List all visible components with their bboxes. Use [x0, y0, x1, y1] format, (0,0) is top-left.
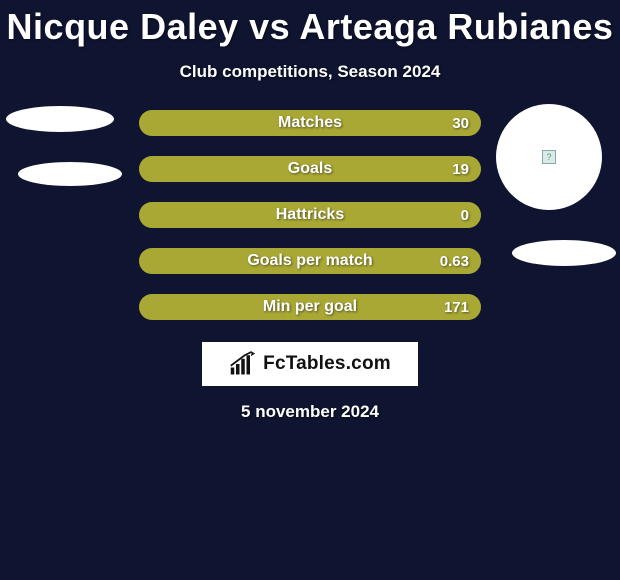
brand-badge: FcTables.com — [202, 342, 418, 386]
stat-bar: Goals per match0.63 — [139, 248, 481, 274]
stat-bar: Min per goal171 — [139, 294, 481, 320]
comparison-card: Nicque Daley vs Arteaga Rubianes Club co… — [0, 0, 620, 422]
stat-bar: Matches30 — [139, 110, 481, 136]
stat-bar-value: 171 — [444, 294, 469, 320]
stat-bar-value: 0 — [461, 202, 469, 228]
stat-bar: Hattricks0 — [139, 202, 481, 228]
stat-bar-label: Min per goal — [139, 294, 481, 320]
silhouette-ellipse — [18, 162, 122, 186]
subtitle: Club competitions, Season 2024 — [180, 62, 441, 82]
stat-bar-value: 0.63 — [440, 248, 469, 274]
stat-bar-label: Hattricks — [139, 202, 481, 228]
silhouette-ellipse — [6, 106, 114, 132]
stat-bar-label: Matches — [139, 110, 481, 136]
page-title: Nicque Daley vs Arteaga Rubianes — [7, 6, 614, 48]
stat-bar-label: Goals — [139, 156, 481, 182]
silhouette-circle: ? — [496, 104, 602, 210]
brand-text: FcTables.com — [263, 353, 391, 375]
stat-bar: Goals19 — [139, 156, 481, 182]
silhouette-ellipse — [512, 240, 616, 266]
image-placeholder-icon: ? — [542, 150, 556, 164]
stat-bar-value: 19 — [452, 156, 469, 182]
date-text: 5 november 2024 — [241, 402, 379, 422]
stats-area: ? Matches30 Goals19 Hattricks0 Goals per ma… — [0, 110, 620, 320]
stat-bar-label: Goals per match — [139, 248, 481, 274]
bar-chart-icon — [229, 350, 257, 378]
stat-bar-value: 30 — [452, 110, 469, 136]
